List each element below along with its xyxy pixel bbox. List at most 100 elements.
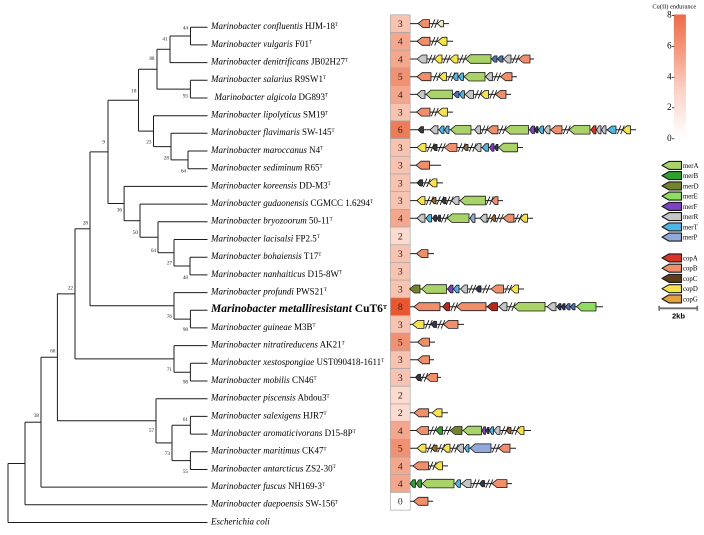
svg-text:3: 3 — [398, 355, 403, 366]
svg-text:4: 4 — [398, 214, 403, 225]
svg-text:merR: merR — [683, 214, 699, 221]
svg-text:3: 3 — [398, 108, 403, 119]
svg-text:8: 8 — [398, 302, 403, 313]
svg-text:18: 18 — [131, 89, 137, 95]
svg-text:44: 44 — [183, 25, 189, 31]
svg-text:Escherichia coli: Escherichia coli — [210, 516, 270, 526]
svg-text:Marinobacter nanhaiticus D15-8: Marinobacter nanhaiticus D15-8WT — [210, 269, 342, 279]
svg-text:2: 2 — [398, 408, 403, 419]
svg-text:0: 0 — [398, 497, 403, 508]
svg-text:Marinobacter profundi PWS21T: Marinobacter profundi PWS21T — [210, 286, 327, 296]
svg-text:Marinobacter fuscus NH169-3T: Marinobacter fuscus NH169-3T — [210, 481, 325, 491]
svg-text:4: 4 — [398, 54, 403, 65]
svg-text:4: 4 — [398, 37, 403, 48]
svg-text:Marinobacter confluentis HJM-1: Marinobacter confluentis HJM-18T — [210, 21, 338, 31]
svg-text:merB: merB — [683, 173, 699, 180]
svg-text:Marinobacter mobilis CN46T: Marinobacter mobilis CN46T — [210, 375, 317, 385]
svg-text:22: 22 — [68, 286, 74, 292]
svg-text:merT: merT — [683, 224, 699, 231]
svg-text:merP: merP — [683, 235, 698, 242]
svg-text:9: 9 — [102, 140, 105, 146]
svg-text:64: 64 — [181, 169, 187, 175]
svg-text:50: 50 — [133, 230, 139, 236]
svg-text:38: 38 — [34, 413, 40, 419]
svg-text:88: 88 — [149, 56, 155, 62]
svg-text:61: 61 — [183, 417, 189, 423]
svg-text:Marinobacter maroccanus N4T: Marinobacter maroccanus N4T — [210, 145, 323, 155]
svg-text:Marinobacter nitratireducens A: Marinobacter nitratireducens AK21T — [210, 340, 345, 350]
svg-text:Marinobacter sediminum R65T: Marinobacter sediminum R65T — [210, 163, 323, 173]
svg-text:Marinobacter lipolyticus SM19T: Marinobacter lipolyticus SM19T — [210, 110, 328, 120]
svg-text:Marinobacter algicola DG893T: Marinobacter algicola DG893T — [214, 92, 329, 102]
svg-text:Marinobacter guineae M3BT: Marinobacter guineae M3BT — [210, 322, 316, 332]
svg-text:Marinobacter salexigens HJR7T: Marinobacter salexigens HJR7T — [210, 410, 327, 420]
svg-text:Cu(II) endurance: Cu(II) endurance — [652, 4, 696, 11]
svg-text:98: 98 — [183, 327, 189, 333]
svg-text:76: 76 — [167, 314, 173, 320]
svg-text:6-: 6- — [667, 41, 675, 51]
svg-text:Marinobacter daepoensis SW-156: Marinobacter daepoensis SW-156T — [210, 499, 338, 509]
svg-text:36: 36 — [117, 208, 123, 214]
svg-text:41: 41 — [162, 36, 168, 42]
svg-text:Marinobacter maritimus CK47T: Marinobacter maritimus CK47T — [210, 446, 327, 456]
svg-text:Marinobacter metalliresistant: Marinobacter metalliresistant CuT6T — [210, 303, 388, 315]
svg-text:copB: copB — [683, 266, 698, 273]
svg-text:3: 3 — [398, 196, 403, 207]
svg-text:5: 5 — [398, 444, 403, 455]
svg-text:4: 4 — [398, 461, 403, 472]
svg-text:copC: copC — [683, 276, 698, 283]
svg-text:Marinobacter bohaiensis T17T: Marinobacter bohaiensis T17T — [210, 251, 321, 261]
svg-text:28: 28 — [83, 221, 89, 227]
svg-text:64: 64 — [151, 248, 157, 254]
svg-text:Marinobacter vulgaris F01T: Marinobacter vulgaris F01T — [210, 39, 312, 49]
svg-text:5: 5 — [398, 72, 403, 83]
svg-text:Marinobacter koreensis DD-M3T: Marinobacter koreensis DD-M3T — [210, 180, 331, 190]
svg-text:3: 3 — [398, 267, 403, 278]
svg-text:73: 73 — [165, 451, 171, 457]
svg-text:27: 27 — [167, 261, 173, 267]
svg-text:copA: copA — [683, 255, 698, 262]
svg-text:copG: copG — [683, 296, 698, 303]
svg-text:93: 93 — [183, 94, 189, 100]
svg-text:Marinobacter bryozoorum 50-11T: Marinobacter bryozoorum 50-11T — [210, 216, 333, 226]
svg-text:Marinobacter antarcticus ZS2-3: Marinobacter antarcticus ZS2-30T — [210, 463, 336, 473]
svg-text:3: 3 — [398, 373, 403, 384]
svg-text:4: 4 — [398, 426, 403, 437]
svg-text:Marinobacter flavimaris SW-145: Marinobacter flavimaris SW-145T — [210, 127, 335, 137]
svg-text:merE: merE — [683, 194, 698, 201]
svg-text:copD: copD — [683, 286, 698, 293]
svg-text:3: 3 — [398, 249, 403, 260]
svg-text:55: 55 — [183, 469, 189, 475]
svg-text:6: 6 — [398, 125, 403, 136]
svg-text:3: 3 — [398, 143, 403, 154]
svg-text:merA: merA — [683, 163, 699, 170]
svg-text:Marinobacter xestospongiae UST: Marinobacter xestospongiae UST090418-161… — [210, 357, 384, 367]
svg-text:Marinobacter lacisalsi FP2.5T: Marinobacter lacisalsi FP2.5T — [210, 233, 320, 243]
svg-text:4: 4 — [398, 90, 403, 101]
svg-text:Marinobacter piscensis Abdou3T: Marinobacter piscensis Abdou3T — [210, 393, 330, 403]
svg-text:3: 3 — [398, 320, 403, 331]
svg-text:3: 3 — [398, 19, 403, 30]
svg-text:3: 3 — [398, 284, 403, 295]
svg-text:4-: 4- — [667, 71, 675, 81]
svg-text:57: 57 — [149, 428, 155, 434]
svg-text:2: 2 — [398, 391, 403, 402]
svg-text:2kb: 2kb — [672, 312, 685, 321]
svg-text:merF: merF — [683, 204, 698, 211]
svg-text:2: 2 — [398, 231, 403, 242]
svg-text:48: 48 — [183, 275, 189, 281]
svg-text:Marinobacter aromaticivorans D: Marinobacter aromaticivorans D15-8PT — [210, 428, 356, 438]
svg-text:Marinobacter denitrificans JB0: Marinobacter denitrificans JB02H27T — [210, 57, 348, 67]
svg-text:71: 71 — [167, 367, 173, 373]
svg-text:98: 98 — [183, 380, 189, 386]
svg-text:60: 60 — [50, 349, 56, 355]
svg-text:3: 3 — [398, 161, 403, 172]
svg-text:28: 28 — [164, 156, 170, 162]
svg-text:23: 23 — [146, 140, 152, 146]
svg-text:0-: 0- — [667, 133, 675, 143]
svg-text:Marinobacter gudaonensis CGMCC: Marinobacter gudaonensis CGMCC 1.6294T — [210, 198, 373, 208]
svg-text:2-: 2- — [667, 102, 675, 112]
svg-text:8-: 8- — [667, 10, 675, 20]
svg-text:Marinobacter salarius R9SW1T: Marinobacter salarius R9SW1T — [210, 74, 326, 84]
svg-text:merD: merD — [683, 183, 699, 190]
